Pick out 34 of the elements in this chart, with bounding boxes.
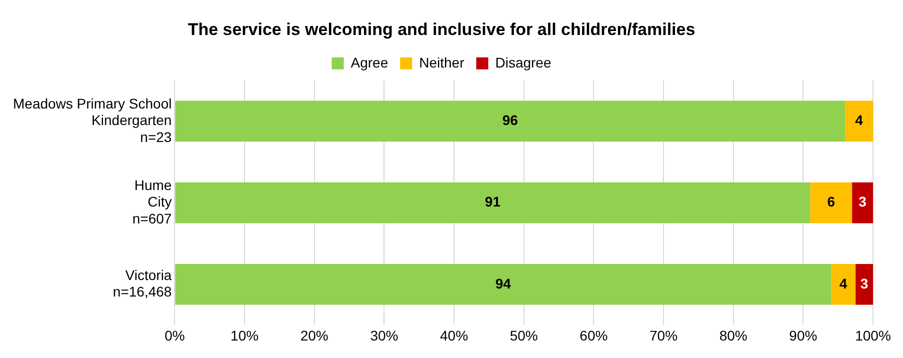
bar: [845, 100, 873, 142]
x-tick-label: 0%: [164, 327, 185, 344]
chart-title: The service is welcoming and inclusive for all children/families: [188, 20, 696, 39]
x-tick-label: 90%: [789, 327, 818, 344]
bar: [810, 182, 852, 224]
data-label: 6: [827, 194, 836, 210]
bar: [175, 100, 846, 142]
x-tick-label: 20%: [300, 327, 328, 344]
data-label: 4: [855, 112, 864, 128]
bar: [831, 264, 856, 305]
x-tick-label: 10%: [230, 327, 259, 344]
data-label: 91: [484, 194, 501, 210]
bar: [856, 264, 873, 305]
data-label: 3: [858, 194, 867, 210]
bar: [175, 264, 832, 305]
bar: [852, 182, 873, 224]
y-tick-label: Meadows Primary School Kindergarten n=23: [12, 95, 172, 145]
data-label: 4: [839, 275, 848, 292]
y-tick-label: Victoria n=16,468: [112, 266, 172, 300]
x-tick-label: 50%: [510, 327, 538, 344]
data-label: 3: [860, 275, 868, 292]
legend-label: Neither: [419, 54, 465, 70]
bar: [175, 182, 810, 224]
data-label: 94: [495, 275, 512, 292]
x-tick-label: 80%: [719, 327, 748, 344]
x-tick-label: 100%: [855, 327, 891, 344]
data-label: 96: [502, 112, 518, 128]
legend-label: Disagree: [495, 54, 552, 70]
x-tick-label: 70%: [650, 327, 678, 344]
x-tick-label: 40%: [440, 327, 468, 344]
x-tick-label: 60%: [580, 327, 608, 344]
y-tick-label: Hume City n=607: [132, 176, 172, 226]
legend-label: Agree: [350, 54, 388, 70]
x-tick-label: 30%: [370, 327, 398, 344]
